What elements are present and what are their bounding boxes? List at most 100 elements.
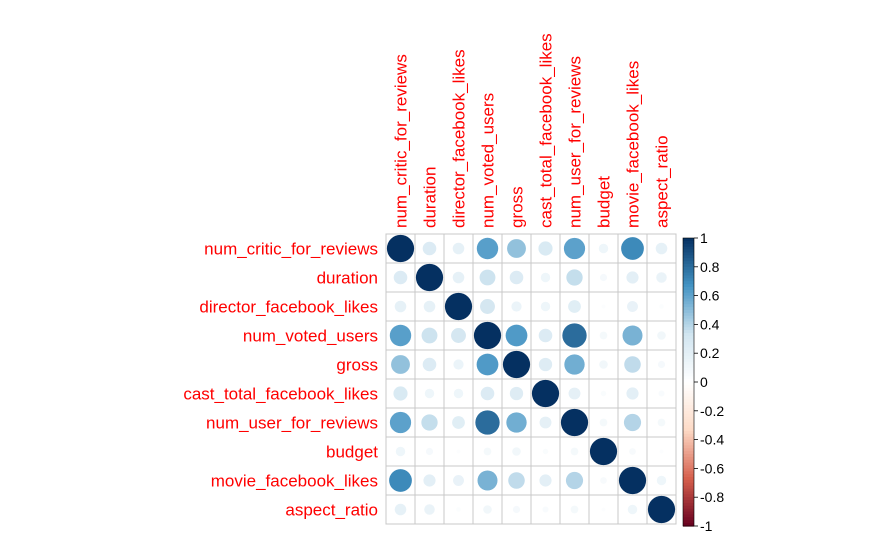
corr-circle-num_critic_for_reviews-num_critic_for_reviews bbox=[386, 234, 415, 263]
corr-circle-duration-num_critic_for_reviews bbox=[393, 270, 408, 285]
colorbar-segment bbox=[683, 485, 694, 490]
colorbar-segment bbox=[683, 508, 694, 513]
corr-circle-movie_facebook_likes-num_voted_users bbox=[477, 470, 498, 491]
grid-cell bbox=[646, 407, 677, 438]
colorbar-segment bbox=[683, 318, 694, 323]
grid-cell bbox=[559, 436, 590, 467]
corr-circle-director_facebook_likes-gross bbox=[511, 301, 522, 312]
colorbar-segment bbox=[683, 350, 694, 354]
colorbar-segment bbox=[683, 286, 694, 291]
colorbar-segment bbox=[683, 284, 694, 288]
colorbar-segment bbox=[683, 261, 694, 265]
colorbar-segment bbox=[683, 382, 694, 386]
corr-circle-gross-aspect_ratio bbox=[657, 360, 666, 369]
corr-circle-num_user_for_reviews-movie_facebook_likes bbox=[623, 413, 642, 432]
colorbar-segment bbox=[683, 315, 694, 320]
colorbar-tick-label: -0.4 bbox=[700, 432, 724, 448]
corr-circle-director_facebook_likes-duration bbox=[423, 300, 436, 313]
colorbar-segment bbox=[683, 266, 694, 271]
colorbar-segment bbox=[683, 312, 694, 317]
corr-circle-cast_total_facebook_likes-movie_facebook_likes bbox=[626, 387, 639, 400]
corr-circle-duration-num_user_for_reviews bbox=[566, 269, 583, 286]
row-labels: num_critic_for_reviews duration director_f… bbox=[183, 240, 378, 520]
corr-circle-movie_facebook_likes-director_facebook_likes bbox=[453, 475, 464, 486]
corr-circle-num_critic_for_reviews-gross bbox=[507, 239, 526, 258]
corr-circle-num_voted_users-num_voted_users bbox=[473, 321, 502, 350]
corr-circle-num_critic_for_reviews-duration bbox=[422, 241, 437, 256]
corr-circle-aspect_ratio-duration bbox=[424, 504, 435, 515]
column-label-gross: gross bbox=[508, 186, 527, 228]
colorbar-segment bbox=[683, 488, 694, 493]
colorbar-segment bbox=[683, 310, 694, 314]
colorbar-segment bbox=[683, 407, 694, 412]
colorbar-segment bbox=[683, 413, 694, 418]
corr-circle-director_facebook_likes-director_facebook_likes bbox=[444, 292, 473, 321]
row-label-num_user_for_reviews: num_user_for_reviews bbox=[206, 414, 378, 433]
corr-circle-movie_facebook_likes-gross bbox=[508, 472, 525, 489]
corr-circle-cast_total_facebook_likes-num_critic_for_reviews bbox=[393, 386, 408, 401]
corr-circle-num_critic_for_reviews-num_voted_users bbox=[476, 237, 499, 260]
grid-cell bbox=[472, 262, 503, 293]
corr-circle-aspect_ratio-num_critic_for_reviews bbox=[394, 503, 407, 516]
colorbar-segment bbox=[683, 436, 694, 441]
colorbar-segment bbox=[683, 333, 694, 337]
corr-circle-duration-gross bbox=[509, 270, 524, 285]
corr-circle-cast_total_facebook_likes-num_voted_users bbox=[480, 386, 495, 401]
row-label-num_critic_for_reviews: num_critic_for_reviews bbox=[204, 240, 378, 259]
colorbar-segment bbox=[683, 353, 694, 357]
colorbar-segment bbox=[683, 399, 694, 403]
colorbar-segment bbox=[683, 405, 694, 409]
colorbar-segment bbox=[683, 479, 694, 484]
corr-circle-director_facebook_likes-movie_facebook_likes bbox=[627, 301, 638, 312]
colorbar-segment bbox=[683, 396, 694, 400]
corr-circle-aspect_ratio-budget bbox=[601, 507, 606, 512]
corr-circle-aspect_ratio-movie_facebook_likes bbox=[627, 504, 638, 515]
colorbar-segment bbox=[683, 477, 694, 481]
colorbar-segment bbox=[683, 278, 694, 282]
colorbar-segment bbox=[683, 341, 694, 346]
correlation-circles bbox=[386, 234, 676, 524]
column-labels: num_critic_for_reviews duration director_f… bbox=[392, 33, 672, 228]
corr-circle-num_user_for_reviews-budget bbox=[599, 418, 608, 427]
corr-circle-gross-gross bbox=[502, 350, 531, 379]
colorbar-segment bbox=[683, 402, 694, 406]
colorbar-segment bbox=[683, 324, 694, 328]
grid-cell bbox=[646, 465, 677, 496]
corr-circle-budget-cast_total_facebook_likes bbox=[542, 448, 549, 455]
corr-circle-num_voted_users-aspect_ratio bbox=[657, 331, 666, 340]
corr-circle-num_user_for_reviews-num_user_for_reviews bbox=[560, 408, 589, 437]
colorbar-tick-label: -1 bbox=[700, 518, 713, 534]
column-label-duration: duration bbox=[421, 167, 440, 228]
corr-circle-num_critic_for_reviews-num_user_for_reviews bbox=[563, 237, 586, 260]
corr-circle-cast_total_facebook_likes-num_user_for_reviews bbox=[568, 387, 581, 400]
corr-circle-movie_facebook_likes-aspect_ratio bbox=[656, 475, 667, 486]
colorbar-segment bbox=[683, 491, 694, 495]
corr-circle-budget-director_facebook_likes bbox=[456, 449, 461, 454]
colorbar-segment bbox=[683, 249, 694, 253]
corr-circle-num_user_for_reviews-num_critic_for_reviews bbox=[389, 411, 412, 434]
colorbar-segment bbox=[683, 482, 694, 487]
corr-circle-num_critic_for_reviews-aspect_ratio bbox=[655, 242, 668, 255]
corr-circle-movie_facebook_likes-num_critic_for_reviews bbox=[389, 469, 412, 492]
corr-circle-movie_facebook_likes-cast_total_facebook_likes bbox=[539, 474, 552, 487]
colorbar-segment bbox=[683, 281, 694, 285]
column-label-budget: budget bbox=[595, 176, 614, 228]
column-label-movie_facebook_likes: movie_facebook_likes bbox=[624, 61, 643, 228]
corr-circle-aspect_ratio-gross bbox=[512, 505, 521, 514]
colorbar-segment bbox=[683, 494, 694, 498]
colorbar-segment bbox=[683, 292, 694, 297]
colorbar-segment bbox=[683, 439, 694, 444]
corr-circle-num_user_for_reviews-duration bbox=[421, 414, 438, 431]
colorbar-segment bbox=[683, 523, 694, 527]
colorbar-segment bbox=[683, 430, 694, 435]
colorbar-segment bbox=[683, 335, 694, 340]
row-label-aspect_ratio: aspect_ratio bbox=[285, 501, 378, 520]
corr-circle-gross-movie_facebook_likes bbox=[624, 356, 641, 373]
corr-circle-duration-aspect_ratio bbox=[656, 272, 667, 283]
colorbar-segment bbox=[683, 243, 694, 248]
corr-circle-cast_total_facebook_likes-director_facebook_likes bbox=[453, 388, 464, 399]
colorbar-segment bbox=[683, 448, 694, 452]
corr-circle-num_user_for_reviews-aspect_ratio bbox=[657, 418, 666, 427]
row-label-movie_facebook_likes: movie_facebook_likes bbox=[211, 472, 378, 491]
colorbar-segment bbox=[683, 321, 694, 325]
